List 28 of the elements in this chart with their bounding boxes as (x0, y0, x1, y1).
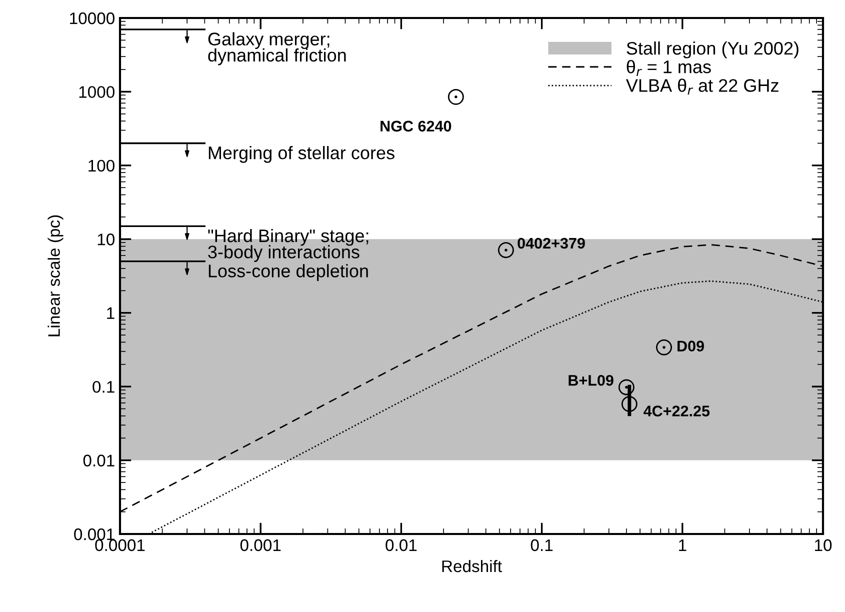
x-tick-label: 0.0001 (95, 539, 145, 552)
x-tick-label: 1 (679, 539, 686, 551)
legend-label: Galaxy merger; dynamical friction (208, 32, 346, 66)
y-tick-label: 1 (107, 307, 114, 319)
annotation: 0402+379 (518, 238, 585, 249)
annotation: NGC 6240 (380, 120, 452, 132)
annotation: D09 (678, 340, 704, 352)
x-tick-label: 10 (815, 539, 832, 552)
legend-label: VLBA θ$_{r}$ at 22 GHz (626, 78, 778, 95)
x-tick-label: 0.1 (530, 539, 553, 552)
y-tick-label: 10 (98, 234, 114, 246)
legend-label: θ$_{r}$ = 1 mas (626, 60, 711, 76)
legend-label: "Hard Binary" stage; 3-body interactions (208, 228, 368, 262)
y-tick-label: 0.01 (83, 454, 114, 466)
annotation: B+L09 (568, 374, 614, 386)
y-tick-label: 10000 (70, 12, 114, 24)
x-tick-label: 0.01 (386, 539, 417, 552)
annotation: 4C+22.25 (644, 406, 710, 416)
y-tick-label: 1000 (79, 86, 114, 98)
legend-label: Stall region (Yu 2002) (626, 41, 798, 58)
y-tick-label: 0.001 (74, 528, 114, 540)
y-tick-label: 100 (88, 160, 114, 172)
x-axis-title: Redshift (442, 560, 502, 572)
x-tick-label: 0.001 (240, 539, 281, 552)
ref-line-label: Merging of stellar cores (208, 146, 394, 163)
ref-line-label: Loss-cone depletion (208, 264, 368, 281)
y-axis-title: Linear scale (pc) (48, 215, 64, 336)
y-tick-label: 0.1 (92, 380, 114, 393)
